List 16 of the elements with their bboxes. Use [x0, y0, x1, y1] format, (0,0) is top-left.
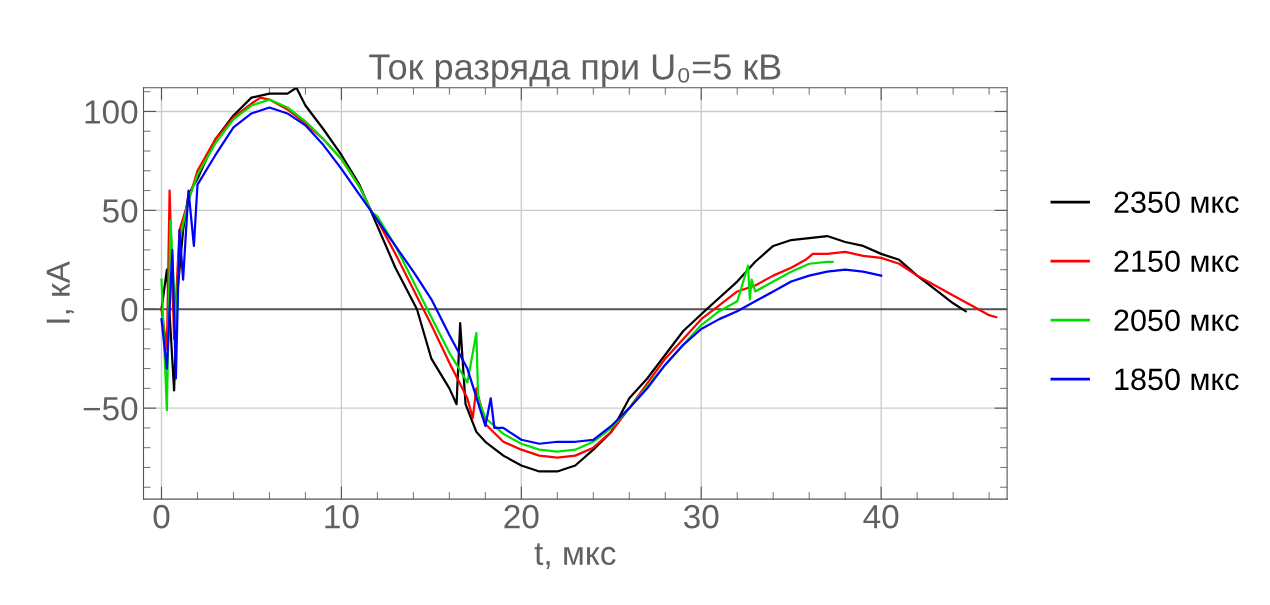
x-tick-label: 40	[863, 504, 899, 529]
x-tick-label: 0	[153, 504, 170, 529]
y-tick-label: 50	[102, 199, 138, 223]
legend-label: 2150 мкс	[1114, 250, 1239, 273]
x-tick-label: 20	[504, 504, 539, 529]
y-tick-label: 0	[121, 298, 138, 322]
x-tick-label: 10	[325, 504, 359, 529]
legend-label: 1850 мкс	[1115, 368, 1239, 391]
chart-title: Ток разряда при U₀=5 кВ	[369, 54, 781, 87]
x-tick-label: 30	[683, 504, 719, 529]
y-axis-title: I, кА	[46, 261, 74, 323]
legend-label: 2050 мкс	[1114, 309, 1239, 332]
y-tick-label: −50	[83, 396, 138, 421]
legend-label: 2350 мкс	[1114, 191, 1239, 214]
x-axis-title: t, мкс	[534, 543, 616, 570]
y-tick-label: 100	[85, 100, 138, 124]
